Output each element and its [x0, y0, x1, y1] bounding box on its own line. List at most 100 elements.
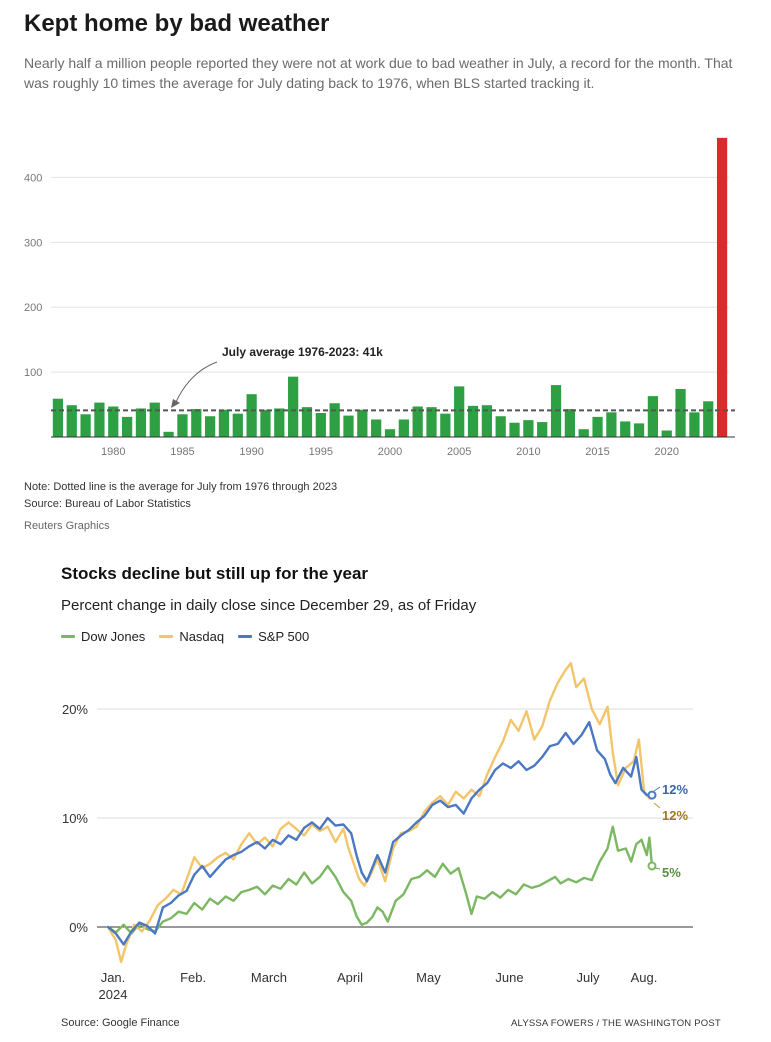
legend-item-sp: S&P 500	[238, 629, 309, 644]
x-tick-label: 1995	[309, 446, 333, 458]
bar	[467, 405, 479, 437]
bar	[218, 409, 230, 437]
end-label-nasdaq: 12%	[662, 808, 688, 823]
y-tick-label: 400	[24, 172, 42, 184]
bar	[578, 429, 589, 437]
legend-item-nasdaq: Nasdaq	[159, 629, 224, 644]
line-chart: 0% 10% 20% Jan. Feb. March April May June July Aug…	[62, 662, 693, 1002]
bar	[260, 409, 271, 437]
x-tick-label: May	[416, 970, 441, 985]
x-tick-label: July	[576, 970, 600, 985]
legend-label-nasdaq: Nasdaq	[179, 629, 225, 644]
bar	[523, 420, 534, 437]
bar	[301, 407, 313, 437]
chart2-credit: ALYSSA FOWERS / THE WASHINGTON POST	[511, 1018, 721, 1029]
bar	[675, 388, 686, 437]
bar	[633, 423, 645, 437]
end-label-dow: 5%	[662, 865, 681, 880]
bar	[274, 408, 285, 437]
x-tick-label: 1985	[170, 446, 194, 458]
series-line-nasdaq	[106, 662, 654, 964]
bar	[398, 419, 409, 437]
bar	[661, 430, 672, 437]
x-tick-label: 2005	[447, 446, 471, 458]
chart2-subtitle: Percent change in daily close since Dece…	[61, 597, 477, 614]
bar	[52, 398, 64, 437]
legend-swatch-dow	[61, 635, 75, 638]
chart2-source: Source: Google Finance	[61, 1017, 180, 1029]
bar	[454, 386, 465, 437]
x-tick-label: 2020	[654, 446, 678, 458]
bar	[689, 412, 700, 437]
bar	[592, 416, 603, 437]
bar	[495, 416, 506, 437]
x-tick-label: March	[251, 970, 287, 985]
chart1-subtitle: Nearly half a million people reported th…	[24, 55, 733, 91]
bar	[177, 414, 188, 437]
bar	[564, 409, 575, 437]
end-marker-dow	[647, 861, 657, 871]
bar	[343, 415, 354, 437]
bar	[329, 403, 340, 437]
x-tick-label: Feb.	[180, 970, 206, 985]
bar	[135, 408, 147, 437]
chart2-legend: Dow Jones Nasdaq S&P 500	[61, 629, 309, 644]
chart1-credit: Reuters Graphics	[24, 520, 110, 532]
y-tick-label: 20%	[62, 702, 88, 717]
average-annotation: July average 1976-2023: 41k	[222, 345, 383, 359]
x-tick-label: 1980	[101, 446, 125, 458]
bar	[80, 414, 91, 437]
bar	[232, 413, 243, 437]
y-tick-label: 10%	[62, 811, 88, 826]
bar	[108, 406, 119, 437]
bar	[537, 422, 548, 437]
chart2-title: Stocks decline but still up for the year	[61, 564, 369, 583]
bar	[440, 413, 451, 437]
end-marker-sp	[647, 790, 657, 800]
bar	[357, 409, 368, 437]
bar	[371, 419, 382, 437]
end-label-leader-dow	[654, 867, 661, 870]
bar	[163, 431, 174, 437]
x-tick-label: 2010	[516, 446, 540, 458]
bar-chart: 100 200 300 400 1980 1985 1990 1995 2000 2005 2010…	[24, 137, 735, 458]
end-label-leader-nasdaq	[653, 802, 661, 809]
bar	[384, 429, 396, 437]
end-label-leader-sp	[653, 786, 661, 792]
series-line-sp	[106, 720, 654, 946]
chart1-note: Note: Dotted line is the average for Jul…	[24, 481, 338, 493]
chart1-source: Source: Bureau of Labor Statistics	[24, 498, 191, 510]
y-tick-label: 200	[24, 302, 42, 314]
bar	[509, 422, 520, 437]
y-tick-label: 100	[24, 367, 42, 379]
legend-swatch-nasdaq	[159, 635, 174, 638]
legend-label-sp: S&P 500	[258, 629, 310, 644]
bar	[288, 376, 299, 437]
bar	[481, 405, 492, 437]
x-tick-label: 2015	[585, 446, 609, 458]
bar	[703, 401, 714, 437]
chart1-title: Kept home by bad weather	[24, 10, 330, 37]
series-line-dow	[106, 825, 654, 935]
annotation-arrowhead	[171, 399, 180, 408]
bar	[94, 402, 105, 437]
bar	[149, 402, 160, 437]
x-tick-label: Aug.	[631, 970, 658, 985]
x-year-label: 2024	[99, 987, 128, 1002]
legend-item-dow: Dow Jones	[61, 629, 145, 644]
bar	[620, 421, 631, 437]
x-tick-label: 2000	[378, 446, 402, 458]
bar	[412, 406, 423, 437]
bar	[205, 416, 216, 437]
end-label-sp: 12%	[662, 782, 688, 797]
x-tick-label: 1990	[239, 446, 263, 458]
legend-swatch-sp	[238, 635, 253, 638]
annotation-arrow	[175, 361, 218, 403]
bar	[191, 409, 202, 437]
bar	[66, 405, 77, 437]
bar	[606, 412, 617, 437]
bar	[315, 412, 326, 437]
bar	[246, 394, 257, 437]
y-tick-label: 300	[24, 237, 42, 249]
legend-label-dow: Dow Jones	[81, 629, 146, 644]
